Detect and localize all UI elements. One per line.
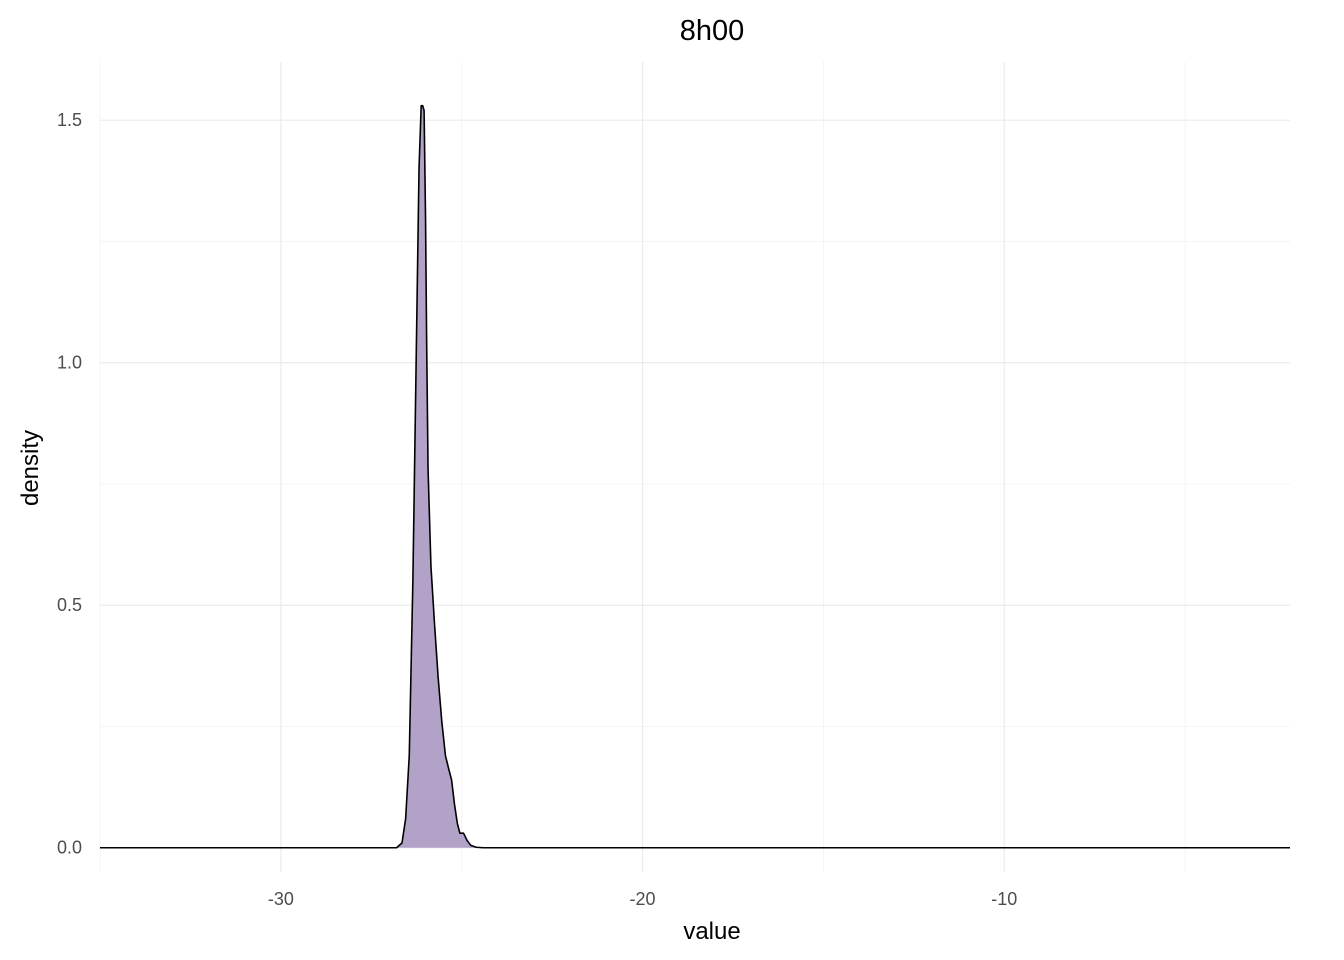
density-area xyxy=(100,105,1290,848)
chart-title: 8h00 xyxy=(680,15,745,47)
y-tick-label: 0.0 xyxy=(57,838,82,858)
y-tick-label: 0.5 xyxy=(57,595,82,615)
tick-layer: -30 -20 -10 0.0 0.5 1.0 1.5 xyxy=(57,110,1017,909)
grid-layer xyxy=(99,62,1290,872)
y-tick-label: 1.5 xyxy=(57,110,82,130)
y-axis-title: density xyxy=(17,430,44,506)
data-layer xyxy=(100,104,1290,849)
x-tick-label: -30 xyxy=(268,889,294,909)
density-line xyxy=(100,104,1290,849)
x-tick-label: -20 xyxy=(630,889,656,909)
x-tick-label: -10 xyxy=(991,889,1017,909)
y-tick-label: 1.0 xyxy=(57,353,82,373)
x-axis-title: value xyxy=(683,918,740,945)
